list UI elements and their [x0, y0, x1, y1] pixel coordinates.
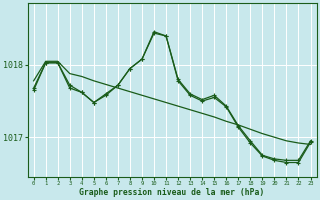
X-axis label: Graphe pression niveau de la mer (hPa): Graphe pression niveau de la mer (hPa) — [79, 188, 265, 197]
